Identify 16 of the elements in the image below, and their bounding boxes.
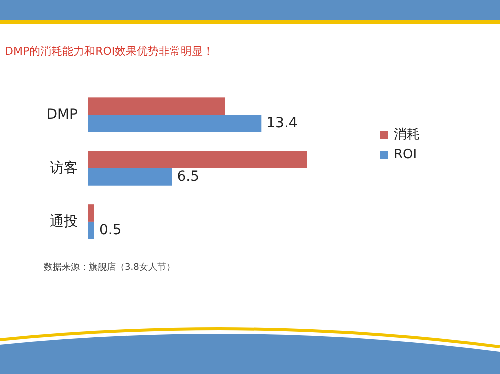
bar (88, 115, 262, 132)
legend-label: ROI (394, 148, 418, 162)
data-label: 13.4 (266, 116, 298, 132)
legend-label: 消耗 (394, 128, 420, 142)
y-tick-label: 通投 (50, 214, 78, 230)
bar (88, 168, 172, 186)
y-tick-label: DMP (46, 107, 78, 124)
bar (88, 98, 226, 116)
data-label: 6.5 (177, 169, 200, 186)
source-note: 数据来源：旗舰店（3.8女人节） (44, 262, 176, 273)
bar (88, 204, 94, 222)
chart-subtitle: DMP的消耗能力和ROI效果优势非常明显！ (5, 45, 214, 58)
y-tick-label: 访客 (50, 160, 78, 176)
bar (88, 151, 307, 168)
data-label: 0.5 (99, 222, 122, 239)
bar (88, 222, 94, 240)
